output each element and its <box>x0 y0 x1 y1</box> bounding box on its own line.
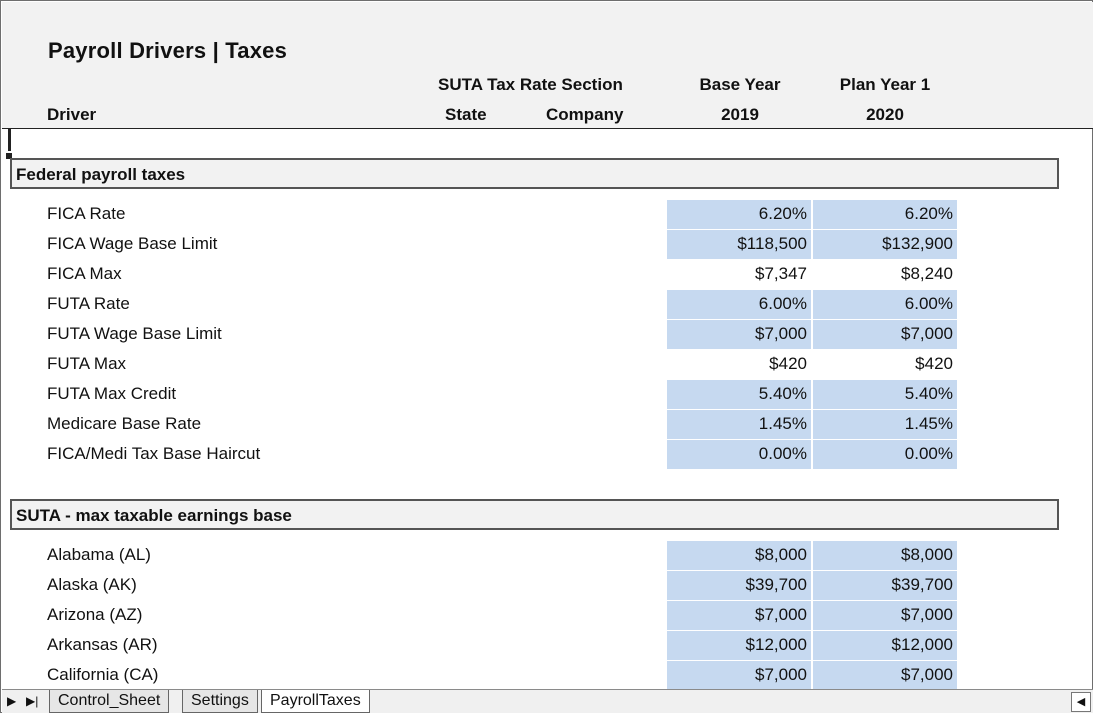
table-row: Alaska (AK) $39,700 $39,700 <box>1 571 1093 601</box>
value-cell-2019[interactable]: $420 <box>769 354 807 373</box>
table-row: FICA Rate 6.20% 6.20% <box>1 200 1093 230</box>
table-row: FICA Max $7,347 $8,240 <box>1 260 1093 290</box>
value-cell-2020[interactable]: 6.00% <box>813 290 957 319</box>
cursor-bar <box>8 129 11 151</box>
driver-label: FUTA Rate <box>47 294 130 313</box>
table-row: California (CA) $7,000 $7,000 <box>1 661 1093 689</box>
last-sheet-icon[interactable]: ▶| <box>26 694 39 708</box>
state-label: Arkansas (AR) <box>47 635 158 654</box>
suta-section-header: SUTA Tax Rate Section <box>438 75 623 94</box>
table-row: FUTA Max $420 $420 <box>1 350 1093 380</box>
section-header-suta: SUTA - max taxable earnings base <box>10 499 1059 530</box>
driver-column-header: Driver <box>47 105 97 124</box>
value-cell-2019[interactable]: 6.20% <box>667 200 811 229</box>
value-cell-2019[interactable]: 0.00% <box>667 440 811 469</box>
value-cell-2020[interactable]: $8,240 <box>901 264 953 283</box>
value-cell-2020[interactable]: $7,000 <box>813 601 957 630</box>
value-cell-2020[interactable]: 5.40% <box>813 380 957 409</box>
value-cell-2019[interactable]: 5.40% <box>667 380 811 409</box>
value-cell-2019[interactable]: $7,000 <box>667 601 811 630</box>
fill-handle[interactable] <box>6 153 12 159</box>
scroll-left-icon: ◀ <box>1076 696 1086 708</box>
table-row: FICA/Medi Tax Base Haircut 0.00% 0.00% <box>1 440 1093 470</box>
page-title: Payroll Drivers | Taxes <box>48 38 288 63</box>
table-row: Arkansas (AR) $12,000 $12,000 <box>1 631 1093 661</box>
scroll-left-button[interactable]: ◀ <box>1071 692 1091 712</box>
value-cell-2019[interactable]: $12,000 <box>667 631 811 660</box>
driver-label: FICA Wage Base Limit <box>47 234 218 253</box>
value-cell-2019[interactable]: $7,347 <box>755 264 807 283</box>
base-year-value: 2019 <box>721 105 759 124</box>
driver-label: FUTA Max <box>47 354 127 373</box>
value-cell-2019[interactable]: $118,500 <box>667 230 811 259</box>
cell-selection-cursor[interactable] <box>6 129 12 160</box>
driver-label: FUTA Wage Base Limit <box>47 324 222 343</box>
driver-label: FICA/Medi Tax Base Haircut <box>47 444 261 463</box>
state-label: Arizona (AZ) <box>47 605 143 624</box>
table-row: Alabama (AL) $8,000 $8,000 <box>1 541 1093 571</box>
tab-settings[interactable]: Settings <box>182 690 258 713</box>
value-cell-2020[interactable]: 6.20% <box>813 200 957 229</box>
value-cell-2020[interactable]: $420 <box>915 354 953 373</box>
driver-label: FUTA Max Credit <box>47 384 177 403</box>
next-sheet-icon[interactable]: ▶ <box>7 694 17 708</box>
value-cell-2020[interactable]: $7,000 <box>813 661 957 689</box>
table-row: Medicare Base Rate 1.45% 1.45% <box>1 410 1093 440</box>
tab-payroll-taxes[interactable]: PayrollTaxes <box>261 690 370 713</box>
value-cell-2019[interactable]: 1.45% <box>667 410 811 439</box>
state-column-header: State <box>445 105 487 124</box>
driver-label: Medicare Base Rate <box>47 414 202 433</box>
value-cell-2019[interactable]: 6.00% <box>667 290 811 319</box>
tab-control-sheet[interactable]: Control_Sheet <box>49 690 170 713</box>
plan-year-value: 2020 <box>866 105 904 124</box>
value-cell-2020[interactable]: $7,000 <box>813 320 957 349</box>
table-row: FUTA Wage Base Limit $7,000 $7,000 <box>1 320 1093 350</box>
section-header-federal: Federal payroll taxes <box>10 158 1059 189</box>
company-column-header: Company <box>546 105 624 124</box>
state-label: Alaska (AK) <box>47 575 137 594</box>
value-cell-2020[interactable]: $132,900 <box>813 230 957 259</box>
table-row: Arizona (AZ) $7,000 $7,000 <box>1 601 1093 631</box>
driver-label: FICA Max <box>47 264 122 283</box>
value-cell-2019[interactable]: $7,000 <box>667 661 811 689</box>
value-cell-2020[interactable]: 1.45% <box>813 410 957 439</box>
state-label: Alabama (AL) <box>47 545 151 564</box>
table-row: FICA Wage Base Limit $118,500 $132,900 <box>1 230 1093 260</box>
sheet-header: Payroll Drivers | Taxes SUTA Tax Rate Se… <box>2 2 1093 129</box>
driver-label: FICA Rate <box>47 204 126 223</box>
value-cell-2020[interactable]: $8,000 <box>813 541 957 570</box>
base-year-label: Base Year <box>699 75 781 94</box>
table-row: FUTA Rate 6.00% 6.00% <box>1 290 1093 320</box>
value-cell-2019[interactable]: $7,000 <box>667 320 811 349</box>
table-row: FUTA Max Credit 5.40% 5.40% <box>1 380 1093 410</box>
value-cell-2020[interactable]: 0.00% <box>813 440 957 469</box>
value-cell-2020[interactable]: $39,700 <box>813 571 957 600</box>
value-cell-2019[interactable]: $8,000 <box>667 541 811 570</box>
state-label: California (CA) <box>47 665 159 684</box>
sheet-tab-bar: ▶ ▶| Control_Sheet Settings PayrollTaxes… <box>2 689 1093 713</box>
plan-year-label: Plan Year 1 <box>839 75 931 94</box>
value-cell-2019[interactable]: $39,700 <box>667 571 811 600</box>
value-cell-2020[interactable]: $12,000 <box>813 631 957 660</box>
